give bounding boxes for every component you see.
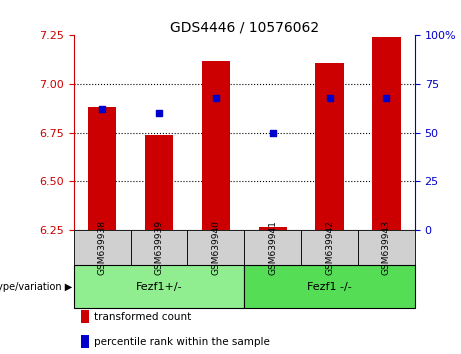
Text: Fezf1 -/-: Fezf1 -/- <box>307 281 352 292</box>
Title: GDS4446 / 10576062: GDS4446 / 10576062 <box>170 20 319 34</box>
Text: GSM639940: GSM639940 <box>212 220 220 275</box>
Text: Fezf1+/-: Fezf1+/- <box>136 281 183 292</box>
Point <box>269 130 277 136</box>
Text: GSM639938: GSM639938 <box>98 220 106 275</box>
Bar <box>259 227 287 230</box>
Point <box>99 107 106 112</box>
Bar <box>358 230 415 265</box>
Bar <box>244 265 415 308</box>
Text: GSM639939: GSM639939 <box>154 220 164 275</box>
Bar <box>188 230 244 265</box>
Point <box>383 95 390 101</box>
Bar <box>201 61 230 230</box>
Point <box>326 95 333 101</box>
Text: GSM639943: GSM639943 <box>382 220 391 275</box>
Bar <box>88 107 116 230</box>
Text: GSM639941: GSM639941 <box>268 220 277 275</box>
Bar <box>74 230 415 308</box>
Bar <box>74 265 244 308</box>
Bar <box>244 230 301 265</box>
Text: percentile rank within the sample: percentile rank within the sample <box>94 337 270 347</box>
Text: GSM639942: GSM639942 <box>325 220 334 275</box>
Point <box>212 95 219 101</box>
Text: transformed count: transformed count <box>94 312 191 322</box>
Text: genotype/variation ▶: genotype/variation ▶ <box>0 281 72 292</box>
Bar <box>145 135 173 230</box>
Bar <box>130 230 188 265</box>
Bar <box>315 63 344 230</box>
Bar <box>81 335 89 348</box>
Bar <box>81 310 89 323</box>
Point <box>155 110 163 116</box>
Bar <box>74 230 130 265</box>
Bar <box>301 230 358 265</box>
Bar <box>372 37 401 230</box>
